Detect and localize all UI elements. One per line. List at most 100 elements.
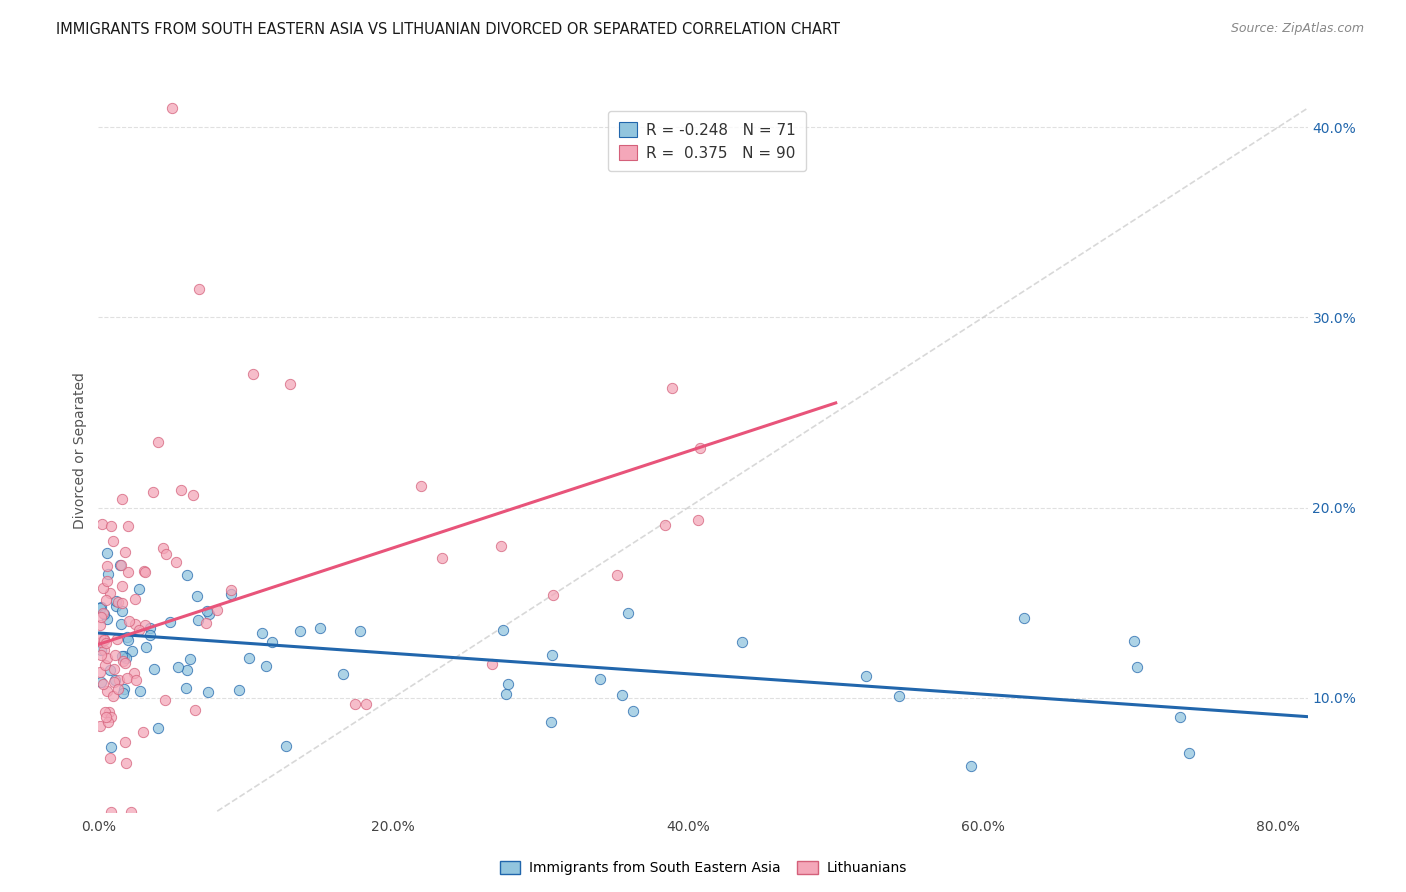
Point	[238, 651, 260, 665]
Point	[107, 673, 129, 687]
Point	[89, 665, 111, 679]
Point	[160, 101, 183, 115]
Point	[100, 519, 122, 533]
Point	[148, 721, 170, 735]
Point	[98, 663, 121, 677]
Point	[228, 683, 250, 698]
Point	[124, 617, 146, 632]
Point	[197, 684, 219, 698]
Point	[121, 644, 143, 658]
Point	[194, 616, 217, 631]
Point	[128, 623, 150, 637]
Point	[93, 633, 115, 648]
Point	[132, 564, 155, 578]
Point	[481, 657, 503, 672]
Point	[115, 671, 138, 685]
Point	[129, 684, 152, 698]
Point	[179, 652, 201, 666]
Point	[114, 656, 136, 670]
Point	[496, 677, 519, 691]
Point	[110, 616, 132, 631]
Y-axis label: Divorced or Separated: Divorced or Separated	[73, 372, 87, 529]
Point	[96, 574, 118, 589]
Point	[207, 603, 229, 617]
Point	[93, 632, 115, 647]
Point	[93, 643, 115, 657]
Point	[94, 593, 117, 607]
Point	[101, 689, 124, 703]
Point	[623, 704, 645, 718]
Point	[654, 518, 676, 533]
Point	[309, 621, 332, 635]
Point	[90, 610, 112, 624]
Point	[114, 545, 136, 559]
Point	[111, 596, 134, 610]
Point	[96, 636, 118, 650]
Point	[134, 617, 156, 632]
Point	[122, 665, 145, 680]
Point	[93, 706, 115, 720]
Point	[90, 599, 112, 614]
Legend: Immigrants from South Eastern Asia, Lithuanians: Immigrants from South Eastern Asia, Lith…	[494, 855, 912, 880]
Point	[125, 673, 148, 688]
Point	[96, 546, 118, 560]
Point	[115, 756, 138, 771]
Point	[221, 587, 243, 601]
Point	[89, 719, 111, 733]
Point	[153, 692, 176, 706]
Point	[492, 623, 515, 637]
Point	[91, 677, 114, 691]
Point	[107, 682, 129, 697]
Point	[354, 697, 377, 711]
Point	[97, 706, 120, 720]
Point	[111, 604, 134, 618]
Point	[606, 568, 628, 582]
Point	[290, 624, 312, 639]
Point	[543, 588, 565, 602]
Point	[887, 690, 910, 704]
Point	[332, 666, 354, 681]
Point	[430, 551, 453, 566]
Point	[135, 640, 157, 654]
Point	[112, 681, 135, 696]
Point	[219, 582, 242, 597]
Point	[1123, 634, 1146, 648]
Point	[111, 578, 134, 592]
Point	[138, 621, 160, 635]
Point	[90, 648, 112, 662]
Point	[250, 625, 273, 640]
Point	[540, 714, 562, 729]
Point	[139, 628, 162, 642]
Point	[176, 663, 198, 677]
Point	[96, 558, 118, 573]
Point	[589, 672, 612, 686]
Point	[90, 642, 112, 657]
Point	[93, 607, 115, 622]
Point	[97, 566, 120, 581]
Point	[540, 648, 562, 663]
Point	[176, 568, 198, 582]
Point	[98, 751, 121, 765]
Point	[186, 589, 208, 603]
Text: IMMIGRANTS FROM SOUTH EASTERN ASIA VS LITHUANIAN DIVORCED OR SEPARATED CORRELATI: IMMIGRANTS FROM SOUTH EASTERN ASIA VS LI…	[56, 22, 841, 37]
Point	[1178, 747, 1201, 761]
Point	[661, 381, 683, 395]
Point	[105, 599, 128, 613]
Point	[100, 739, 122, 754]
Point	[148, 434, 170, 449]
Point	[1168, 710, 1191, 724]
Point	[155, 547, 177, 561]
Point	[118, 614, 141, 628]
Point	[495, 687, 517, 701]
Point	[89, 618, 111, 632]
Text: Source: ZipAtlas.com: Source: ZipAtlas.com	[1230, 22, 1364, 36]
Point	[121, 805, 143, 819]
Point	[104, 594, 127, 608]
Point	[91, 606, 114, 620]
Point	[128, 582, 150, 597]
Point	[184, 703, 207, 717]
Point	[349, 624, 371, 638]
Point	[96, 612, 118, 626]
Point	[132, 724, 155, 739]
Point	[165, 555, 187, 569]
